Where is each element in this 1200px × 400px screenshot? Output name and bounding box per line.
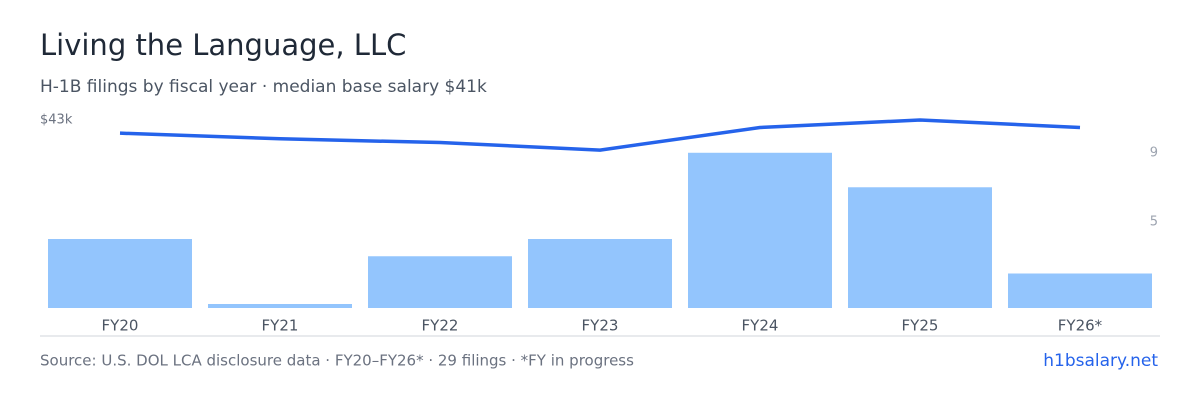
- bar: [528, 239, 672, 308]
- x-tick-label: FY22: [422, 317, 459, 335]
- y2-tick-label: 9: [1150, 145, 1158, 160]
- chart-title: Living the Language, LLC: [40, 28, 406, 62]
- salary-line: [119, 118, 1081, 152]
- bar: [848, 187, 992, 308]
- chart-subtitle: H-1B filings by fiscal year · median bas…: [40, 77, 487, 97]
- source-note: Source: U.S. DOL LCA disclosure data · F…: [40, 352, 634, 370]
- bar: [48, 239, 192, 308]
- bar: [208, 304, 352, 308]
- bar: [688, 152, 832, 308]
- x-tick-label: FY21: [262, 317, 299, 335]
- x-tick-label: FY25: [902, 317, 939, 335]
- y-tick-label: $43k: [40, 113, 73, 128]
- x-tick-label: FY20: [102, 317, 139, 335]
- bar: [1008, 273, 1152, 308]
- x-tick-label: FY24: [742, 317, 779, 335]
- y2-tick-label: 5: [1150, 214, 1158, 229]
- x-tick-label: FY23: [582, 317, 619, 335]
- x-tick-label: FY26*: [1058, 317, 1103, 335]
- bar: [368, 256, 512, 308]
- brand-link[interactable]: h1bsalary.net: [1043, 351, 1158, 371]
